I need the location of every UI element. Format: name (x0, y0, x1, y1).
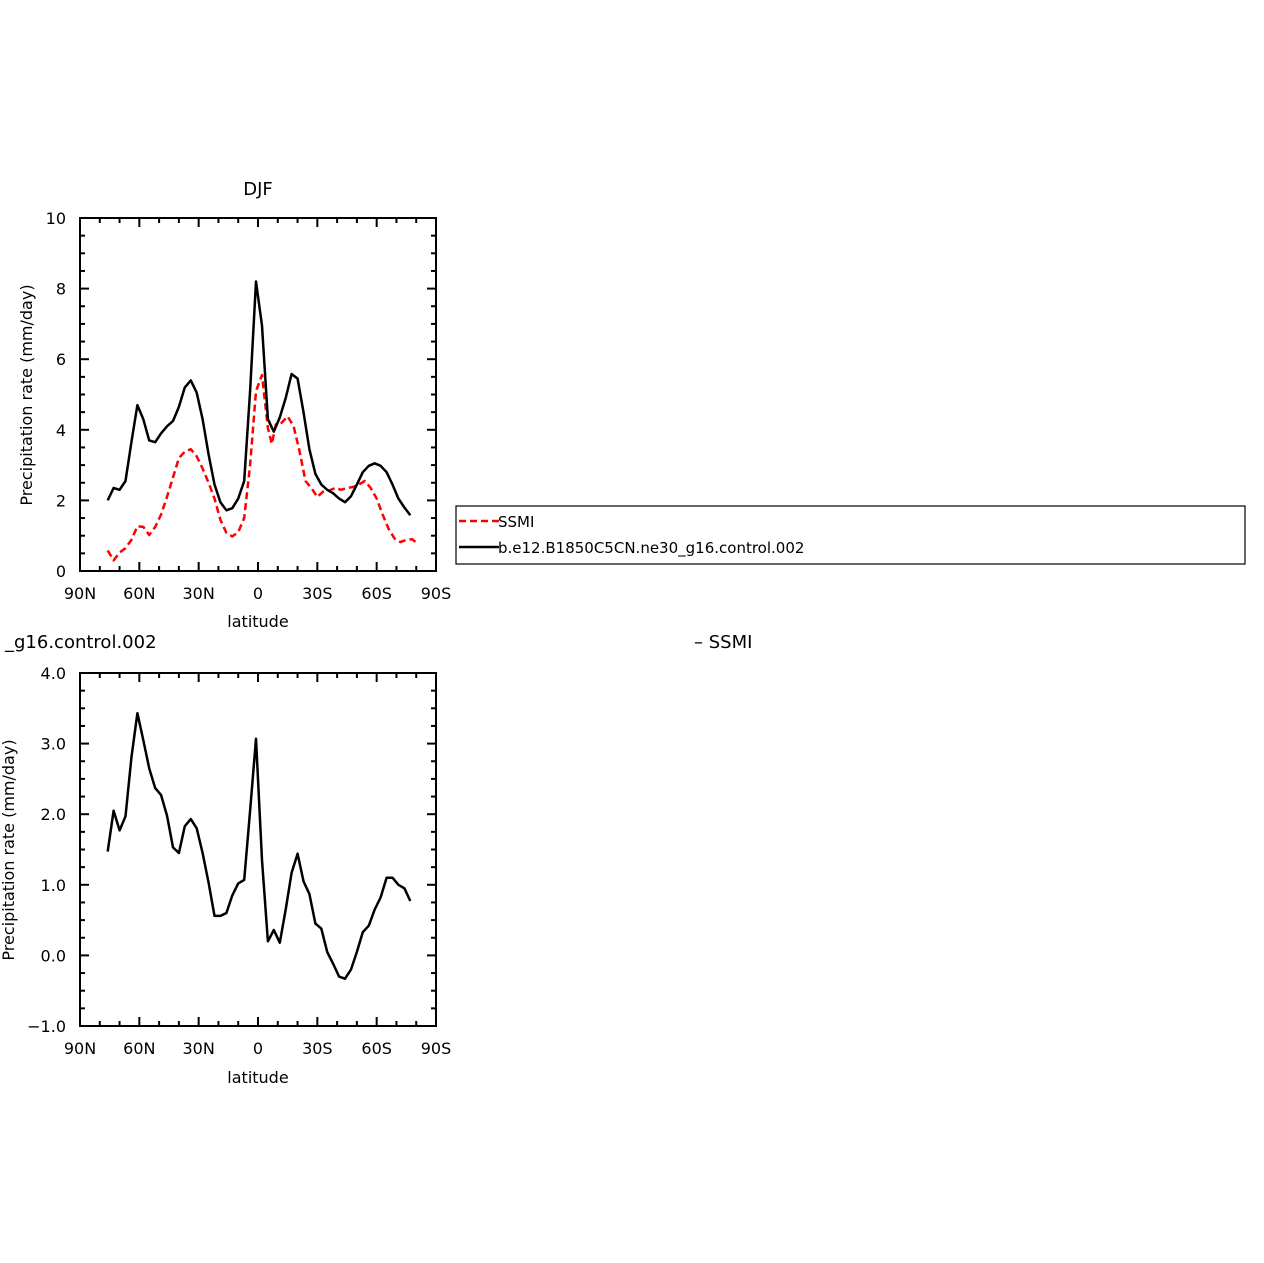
panel2-ylabel: Precipitation rate (mm/day) (0, 739, 18, 960)
panel1-xtick-label: 30N (183, 584, 215, 603)
panel1-xtick-label: 90N (64, 584, 96, 603)
panel2-series-line-0 (106, 711, 412, 980)
panel1-ylabel: Precipitation rate (mm/day) (17, 284, 36, 505)
panel2-xtick-label: 30N (183, 1039, 215, 1058)
panel2-title-right: – SSMI (694, 632, 752, 653)
panel2-xtick-label: 0 (253, 1039, 263, 1058)
panel1-ytick-label: 0 (56, 562, 66, 581)
panel2-ytick-label: −1.0 (27, 1017, 66, 1036)
panel2-xtick-label: 60S (361, 1039, 392, 1058)
panel2-xlabel: latitude (227, 1068, 288, 1087)
panel1-plot-frame (79, 217, 437, 572)
panel2-xtick-label: 60N (123, 1039, 155, 1058)
panel2-xtick-label: 90S (421, 1039, 452, 1058)
panel2-series-layer (106, 711, 412, 980)
legend-label-model: b.e12.B1850C5CN.ne30_g16.control.002 (498, 539, 804, 558)
panel1-series-line-1 (106, 280, 412, 516)
panel1-ytick-label: 4 (56, 421, 66, 440)
panel1-xtick-label: 0 (253, 584, 263, 603)
legend-box: SSMI b.e12.B1850C5CN.ne30_g16.control.00… (455, 505, 1246, 565)
legend-label-ssmi: SSMI (498, 513, 534, 531)
panel1-ytick-label: 2 (56, 491, 66, 510)
legend-frame (455, 505, 1246, 565)
difference-panel: _g16.control.002 – SSMI 90N 60N 30N 0 30S 60S… (0, 632, 752, 1087)
panel1-xtick-label: 30S (302, 584, 333, 603)
panel1-ytick-label: 10 (46, 209, 66, 228)
panel2-plot-frame (79, 672, 437, 1027)
panel1-series-layer (106, 280, 420, 562)
panel1-title: DJF (243, 179, 273, 200)
panel2-tick-layer: 90N 60N 30N 0 30S 60S 90S −1.0 0.0 1.0 2.0 3.0 4.0 (27, 664, 451, 1058)
panel2-ytick-label: 1.0 (41, 876, 66, 895)
panel2-ytick-label: 4.0 (41, 664, 66, 683)
panel2-ytick-label: 2.0 (41, 805, 66, 824)
panel2-ytick-label: 0.0 (41, 946, 66, 965)
panel1-xtick-label: 60S (361, 584, 392, 603)
panel1-tick-layer: 90N 60N 30N 0 30S 60S 90S 0 2 4 6 8 10 (46, 209, 452, 603)
panel2-title-left: _g16.control.002 (4, 632, 157, 653)
panel1-ytick-label: 8 (56, 280, 66, 299)
panel1-xtick-label: 60N (123, 584, 155, 603)
panel2-ytick-label: 3.0 (41, 735, 66, 754)
panel2-xtick-label: 30S (302, 1039, 333, 1058)
panel1-xlabel: latitude (227, 612, 288, 631)
panel2-xtick-label: 90N (64, 1039, 96, 1058)
panel1-xtick-label: 90S (421, 584, 452, 603)
panel1-ytick-label: 6 (56, 350, 66, 369)
panel1-series-line-0 (106, 373, 420, 562)
